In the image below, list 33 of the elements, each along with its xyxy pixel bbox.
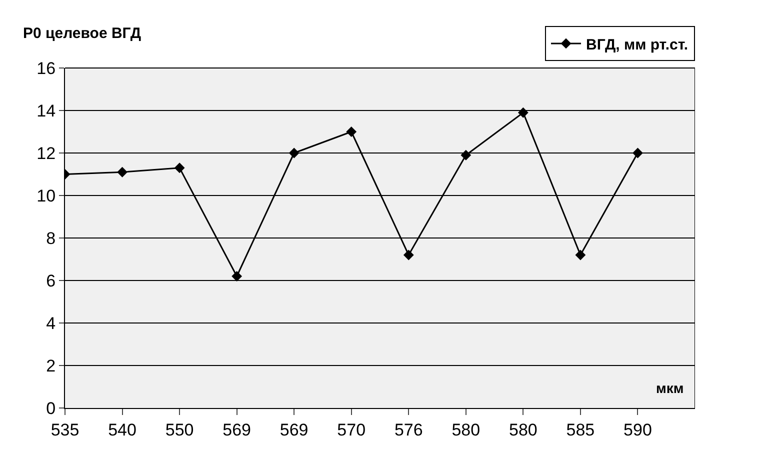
y-tick-label: 4	[46, 314, 56, 333]
x-tick-label: 585	[566, 420, 595, 440]
point	[575, 250, 586, 260]
y-tick-label: 16	[36, 58, 56, 78]
x-tick-label: 540	[108, 420, 136, 440]
y-tick-label: 0	[46, 398, 56, 418]
y-tick-label: 8	[46, 228, 56, 248]
point	[403, 250, 414, 260]
y-tick-label: 14	[36, 101, 56, 120]
x-tick-label: 569	[280, 420, 308, 440]
x-tick-label: 535	[50, 420, 80, 440]
x-tick-label: 570	[337, 420, 366, 440]
point	[174, 162, 185, 174]
legend-label: ВГД, мм рт.ст.	[586, 36, 688, 54]
y-tick-label: 10	[36, 186, 56, 206]
x-tick-label: 590	[624, 420, 652, 440]
point	[518, 107, 528, 118]
point	[117, 166, 128, 178]
x-tick-label: 576	[394, 420, 423, 440]
y-tick-label: 6	[46, 271, 56, 290]
y-tick-label: 2	[46, 356, 56, 376]
point	[460, 150, 472, 160]
x-tick-label: 580	[508, 420, 538, 440]
x-axis-title: мкм	[656, 380, 684, 396]
x-tick-label: 569	[222, 420, 252, 440]
y-axis-title: P0 целевое ВГД	[23, 25, 142, 42]
point	[632, 148, 643, 158]
point	[288, 148, 300, 158]
x-tick-label: 580	[452, 420, 480, 440]
point	[346, 126, 357, 137]
point	[232, 271, 242, 282]
y-tick-label: 12	[36, 144, 56, 163]
x-tick-label: 550	[165, 420, 194, 440]
